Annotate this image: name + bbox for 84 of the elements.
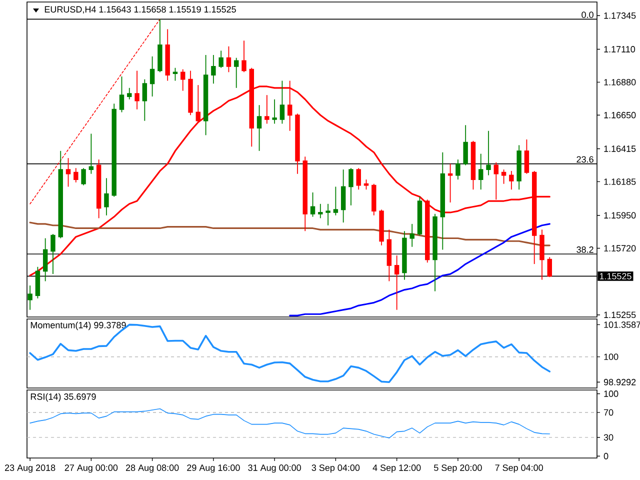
candlestick xyxy=(165,28,170,82)
x-tick-label: 5 Sep 20:00 xyxy=(434,464,482,473)
annotation: 38.2 xyxy=(576,246,594,253)
candlestick xyxy=(509,170,514,190)
candlestick xyxy=(88,133,94,174)
x-tick-label: 31 Aug 00:00 xyxy=(248,464,301,473)
x-tick-label: 3 Sep 04:00 xyxy=(312,464,360,473)
candlestick xyxy=(333,186,338,216)
candlestick xyxy=(425,199,430,264)
y-tick-label: 1.15255 xyxy=(604,312,636,318)
candlestick xyxy=(478,153,484,190)
candlestick xyxy=(256,104,262,152)
candlestick xyxy=(410,223,414,248)
candlestick xyxy=(50,234,56,274)
y-tick-label: 1.16415 xyxy=(604,146,636,152)
chart-title: EURUSD,H4 1.15643 1.15658 1.15519 1.15525 xyxy=(44,6,236,14)
candlestick xyxy=(96,159,102,219)
y-tick-label: 100 xyxy=(604,390,618,397)
x-tick-label: 28 Aug 08:00 xyxy=(126,464,179,473)
y-tick-label: 1.17345 xyxy=(604,12,636,19)
y-tick-label: 100 xyxy=(604,354,618,360)
candlestick xyxy=(486,130,491,176)
y-tick-label: 30 xyxy=(604,434,614,441)
candlestick xyxy=(188,70,193,116)
candlestick xyxy=(158,18,162,73)
candlestick xyxy=(356,168,361,190)
candlestick xyxy=(302,156,308,232)
chart-title: Momentum(14) 99.3789 xyxy=(30,322,126,330)
candlestick xyxy=(142,78,148,122)
candlestick xyxy=(218,50,224,68)
candlestick xyxy=(386,229,392,282)
candlestick xyxy=(203,54,208,136)
candlestick xyxy=(494,162,499,200)
x-tick-label: 23 Aug 2018 xyxy=(4,464,56,473)
y-tick-label: 0 xyxy=(604,452,608,460)
candlestick xyxy=(547,256,552,278)
candlestick xyxy=(456,159,460,180)
candlestick xyxy=(81,168,86,186)
candlestick xyxy=(42,238,48,282)
annotation: 0.0 xyxy=(582,12,594,18)
y-tick-label: 1.15720 xyxy=(604,245,636,252)
y-tick-label: 1.17110 xyxy=(604,46,636,52)
candlestick xyxy=(540,229,544,280)
candlestick xyxy=(211,54,216,84)
candlestick xyxy=(66,158,71,188)
candlestick xyxy=(432,213,438,292)
y-tick-label: 1.16650 xyxy=(604,112,636,118)
candlestick xyxy=(402,230,407,280)
candlestick xyxy=(150,56,155,97)
y-tick-label: 1.16880 xyxy=(604,78,636,86)
candlestick xyxy=(372,183,376,216)
candlestick xyxy=(180,68,186,92)
y-tick-label: 70 xyxy=(604,409,614,416)
candlestick xyxy=(318,203,323,219)
candlestick xyxy=(340,169,346,223)
candlestick xyxy=(326,203,330,226)
annotation: 23.6 xyxy=(576,156,594,163)
candlestick xyxy=(295,113,300,174)
ref-line-label: 1.15525 xyxy=(600,273,632,280)
candlestick xyxy=(104,178,109,216)
y-tick-label: 98.9292 xyxy=(604,378,636,386)
candlestick xyxy=(242,40,246,73)
candlestick xyxy=(74,168,78,183)
chart-title: RSI(14) 35.6979 xyxy=(30,393,96,402)
candlestick xyxy=(264,94,270,124)
candlestick xyxy=(272,98,277,124)
candlestick xyxy=(134,70,140,110)
x-tick-label: 29 Aug 16:00 xyxy=(187,464,240,473)
candlestick xyxy=(127,87,132,100)
candlestick xyxy=(516,144,522,190)
candlestick xyxy=(35,266,40,299)
x-tick-label: 7 Sep 04:00 xyxy=(495,464,543,473)
candlestick xyxy=(379,209,384,246)
line-series xyxy=(29,324,551,384)
candlestick xyxy=(234,57,239,88)
candlestick xyxy=(532,170,537,264)
y-tick-label: 1.15950 xyxy=(604,212,636,219)
x-tick-label: 4 Sep 12:00 xyxy=(372,464,421,473)
x-tick-label: 27 Aug 00:00 xyxy=(64,464,118,473)
candlestick xyxy=(394,254,400,310)
y-tick-label: 1.16185 xyxy=(604,178,636,185)
candlestick xyxy=(28,285,32,310)
candlestick xyxy=(348,168,354,206)
candlestick xyxy=(440,152,446,250)
